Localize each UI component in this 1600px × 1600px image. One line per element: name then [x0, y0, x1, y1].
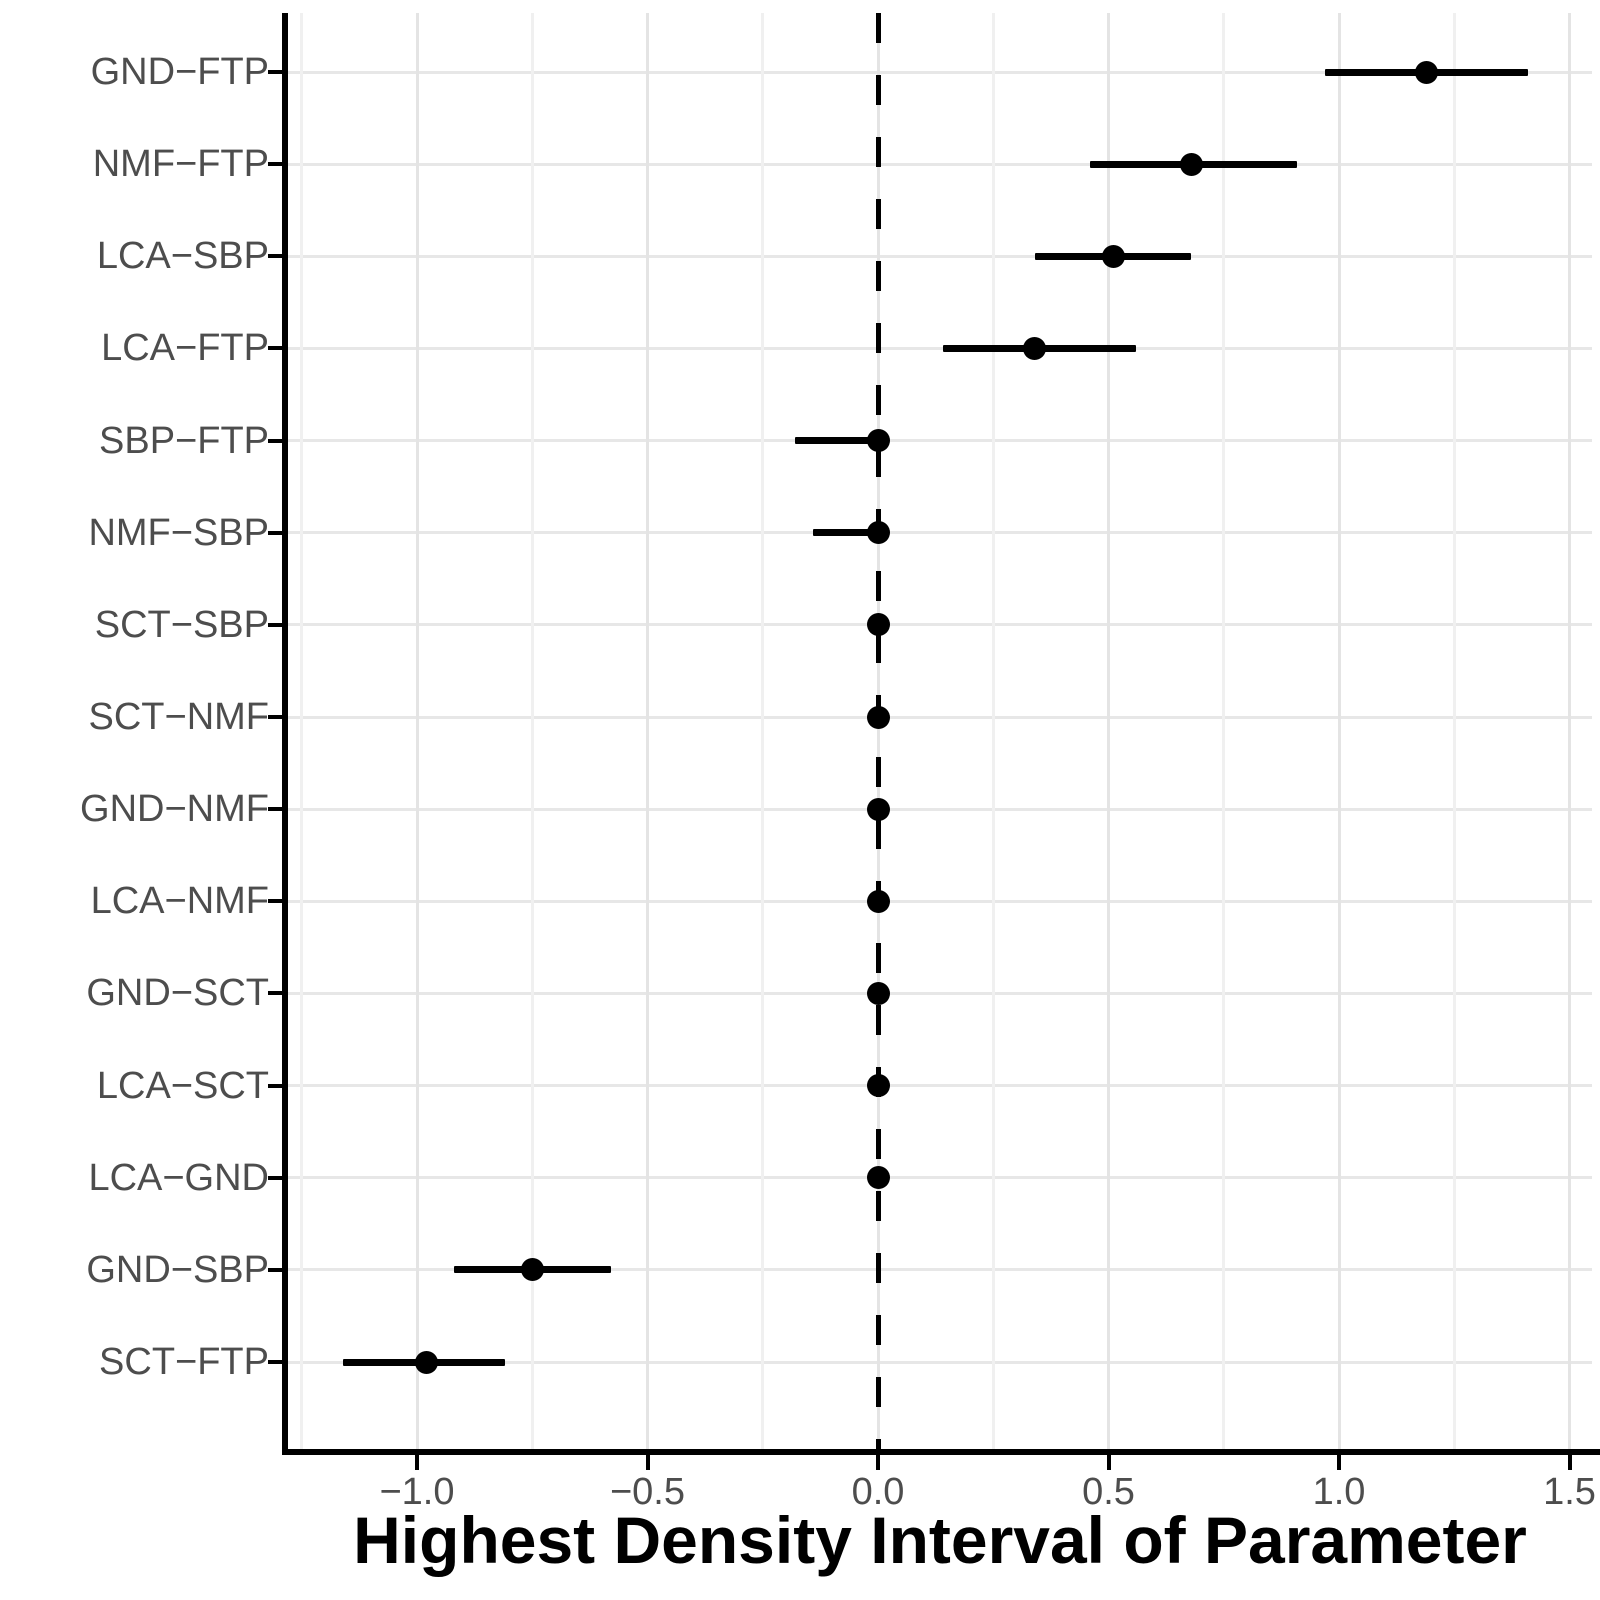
y-axis-label: NMF−SBP	[88, 511, 269, 554]
y-axis-label: SBP−FTP	[99, 419, 269, 462]
x-axis-tick-label: 1.5	[1543, 1471, 1596, 1513]
x-axis-tick-label: −1.0	[379, 1471, 455, 1513]
x-axis-tick	[1106, 1455, 1111, 1470]
vertical-major-gridline	[1107, 13, 1110, 1452]
point-estimate	[866, 797, 890, 821]
vertical-minor-gridline	[530, 13, 534, 1452]
point-estimate	[866, 521, 890, 545]
vertical-minor-gridline	[761, 13, 765, 1452]
x-axis-tick	[1337, 1455, 1341, 1470]
horizontal-gridline	[288, 346, 1592, 350]
vertical-major-gridline	[1337, 13, 1341, 1452]
point-estimate	[866, 1166, 890, 1190]
y-axis-tick	[268, 991, 283, 996]
y-axis-tick	[268, 622, 283, 627]
vertical-major-gridline	[1568, 13, 1571, 1452]
point-estimate	[520, 1258, 544, 1282]
y-axis-label: NMF−FTP	[92, 143, 269, 186]
y-axis-tick	[268, 1267, 283, 1272]
point-estimate	[866, 429, 890, 453]
point-estimate	[866, 889, 890, 913]
y-axis-label: SCT−SBP	[94, 603, 269, 646]
y-axis-tick	[268, 162, 283, 167]
horizontal-gridline	[288, 70, 1592, 74]
horizontal-gridline	[288, 715, 1592, 719]
y-axis-label: GND−FTP	[90, 51, 269, 93]
y-axis-tick	[268, 1175, 283, 1180]
y-axis-label: GND−SCT	[86, 972, 269, 1015]
point-estimate	[866, 705, 890, 729]
horizontal-gridline	[288, 1176, 1592, 1180]
vertical-minor-gridline	[300, 13, 304, 1452]
y-axis-tick	[268, 1360, 283, 1364]
y-axis-tick	[268, 438, 283, 443]
y-axis-label: GND−NMF	[80, 788, 269, 831]
y-axis-tick	[268, 530, 283, 535]
y-axis-label: SCT−NMF	[88, 696, 270, 738]
y-axis-tick	[268, 807, 283, 812]
vertical-major-gridline	[646, 13, 649, 1452]
horizontal-gridline	[288, 807, 1592, 811]
x-axis-tick-label: 0.0	[851, 1471, 905, 1513]
horizontal-gridline	[288, 1268, 1592, 1272]
vertical-major-gridline	[415, 13, 419, 1452]
y-axis-tick	[268, 254, 283, 259]
hdi-interval	[795, 437, 888, 445]
y-axis-tick	[268, 899, 283, 904]
horizontal-gridline	[288, 439, 1592, 443]
point-estimate	[1179, 152, 1203, 176]
y-axis-label: LCA−SBP	[96, 235, 269, 278]
x-axis-tick-label: −0.5	[609, 1471, 686, 1513]
hdi-interval	[813, 529, 888, 537]
y-axis-label: LCA−GND	[88, 1156, 269, 1199]
point-estimate	[866, 981, 890, 1005]
y-axis-tick	[268, 1083, 283, 1088]
point-estimate	[866, 1074, 890, 1098]
horizontal-gridline	[288, 991, 1592, 995]
horizontal-gridline	[288, 1360, 1592, 1364]
horizontal-gridline	[288, 254, 1592, 258]
y-axis-line	[282, 13, 288, 1455]
horizontal-gridline	[288, 623, 1592, 627]
vertical-minor-gridline	[991, 13, 995, 1452]
point-estimate	[866, 613, 890, 637]
x-axis-tick-label: 0.5	[1082, 1471, 1135, 1513]
y-axis-tick	[268, 346, 283, 351]
y-axis-label: GND−SBP	[86, 1248, 269, 1291]
x-axis-tick	[1567, 1455, 1572, 1470]
y-axis-tick	[268, 70, 283, 74]
horizontal-gridline	[288, 1084, 1592, 1088]
vertical-minor-gridline	[1222, 13, 1226, 1452]
plot-panel	[288, 13, 1592, 1452]
x-axis-tick	[415, 1455, 419, 1470]
point-estimate	[1023, 336, 1047, 360]
y-axis-tick	[268, 715, 283, 719]
x-axis-tick-label: 1.0	[1312, 1471, 1366, 1513]
x-axis-tick	[876, 1455, 880, 1470]
point-estimate	[1415, 60, 1439, 84]
y-axis-label: LCA−SCT	[96, 1064, 269, 1107]
x-axis-title: Highest Density Interval of Parameter	[353, 1503, 1527, 1577]
horizontal-gridline	[288, 162, 1592, 166]
y-axis-label: LCA−NMF	[90, 880, 269, 923]
horizontal-gridline	[288, 899, 1592, 903]
y-axis-label: LCA−FTP	[101, 327, 269, 370]
vertical-minor-gridline	[1452, 13, 1456, 1452]
zero-reference-line	[875, 13, 881, 1452]
y-axis-label: SCT−FTP	[99, 1341, 269, 1383]
horizontal-gridline	[288, 531, 1592, 535]
x-axis-tick	[645, 1455, 650, 1470]
point-estimate	[414, 1350, 438, 1374]
point-estimate	[1101, 244, 1125, 268]
x-axis-line	[282, 1449, 1600, 1455]
